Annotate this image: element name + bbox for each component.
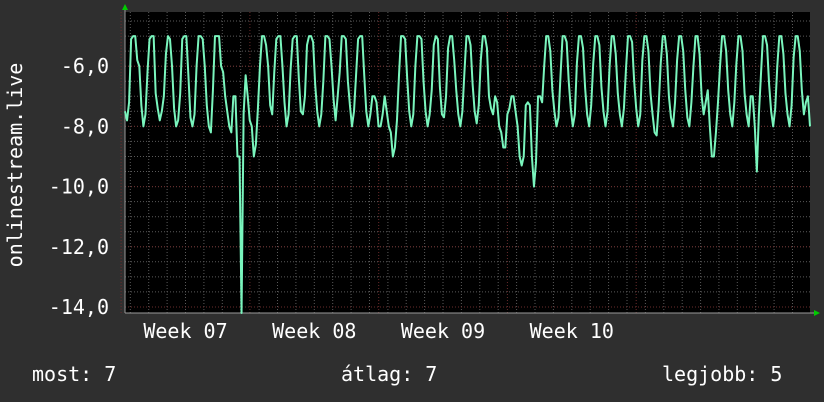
x-tick-label: Week 08	[272, 319, 356, 343]
axis-layer	[122, 4, 820, 316]
x-tick-label: Week 09	[401, 319, 485, 343]
series-layer	[124, 35, 811, 314]
average-value: átlag: 7	[341, 362, 438, 386]
y-tick-label: -12,0	[49, 235, 109, 259]
x-axis-arrow	[814, 310, 820, 316]
series-line	[124, 35, 811, 314]
plot-area	[125, 12, 810, 313]
y-tick-label: -8,0	[61, 114, 109, 138]
grid-layer	[120, 12, 810, 313]
x-tick-label: Week 07	[143, 319, 227, 343]
y-axis-arrow	[122, 4, 128, 10]
y-axis-label: onlinestream.live	[3, 63, 27, 268]
y-tick-label: -6,0	[61, 54, 109, 78]
best-value: legjobb: 5	[662, 362, 783, 386]
current-value: most: 7	[32, 362, 117, 386]
tick-layer: -6,0 -8,0 -10,0 -12,0 -14,0 Week 07 Week 08 Wee…	[49, 54, 614, 343]
y-tick-label: -14,0	[49, 295, 109, 319]
x-tick-label: Week 10	[530, 319, 614, 343]
y-tick-label: -10,0	[49, 175, 109, 199]
